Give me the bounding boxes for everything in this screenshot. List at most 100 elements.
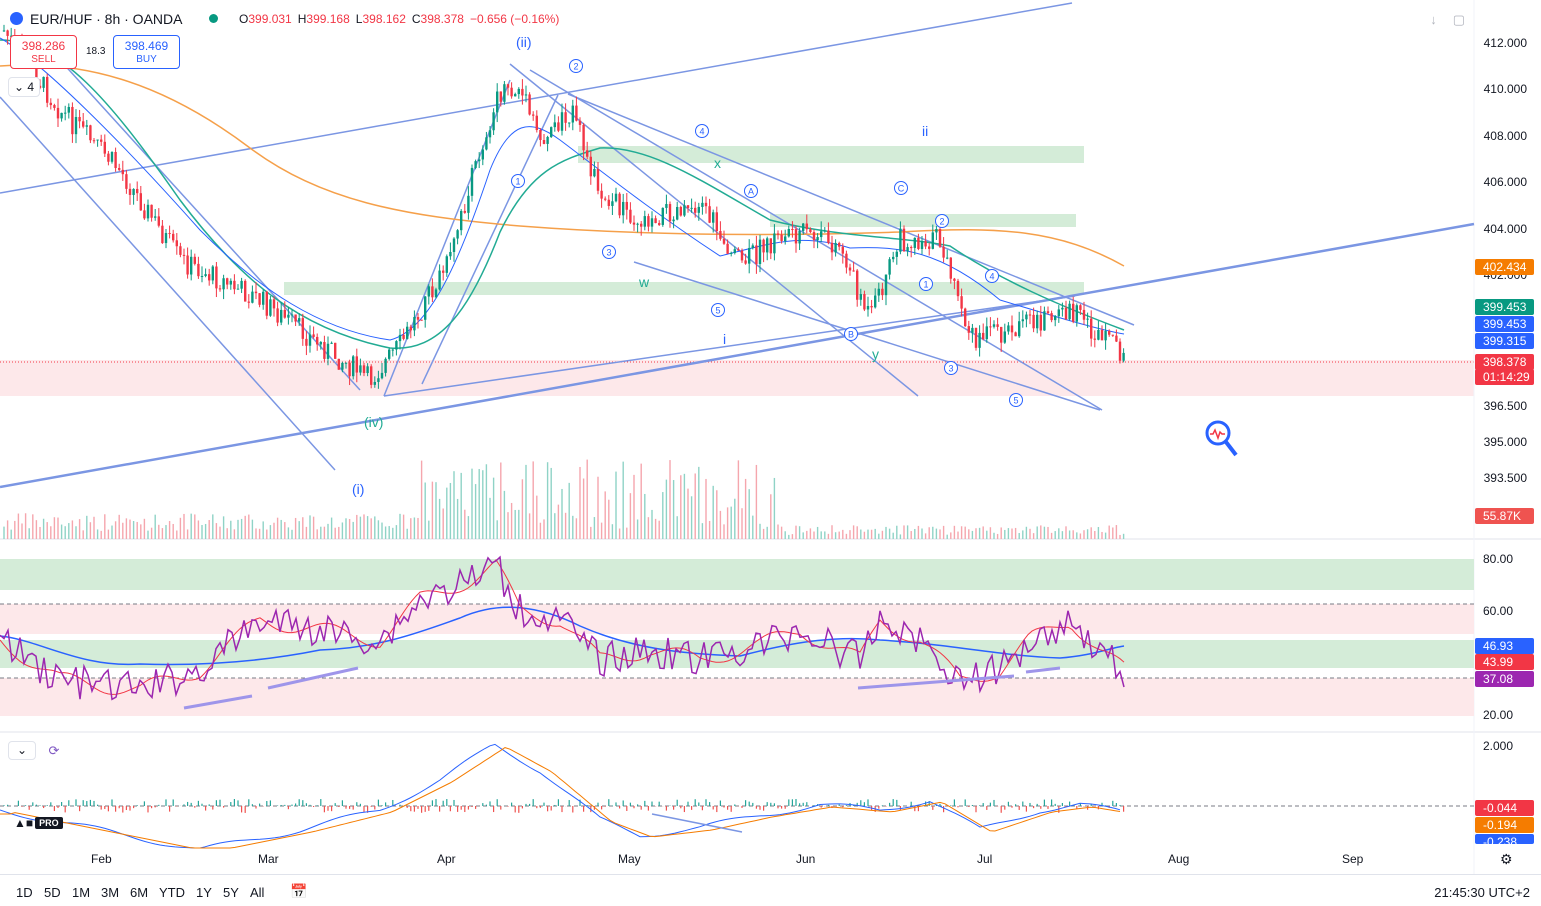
candle-body — [334, 342, 337, 359]
macd-histogram-bar — [284, 804, 286, 806]
macd-histogram-bar — [1047, 806, 1049, 809]
calendar-goto-icon[interactable]: 📅 — [290, 883, 308, 899]
volume-bar — [640, 463, 642, 539]
volume-bar — [478, 469, 480, 539]
volume-bar — [78, 519, 81, 539]
circled-wave-label: 1 — [919, 277, 933, 291]
volume-bar — [968, 529, 970, 539]
volume-bar — [1115, 525, 1118, 539]
candle-body — [218, 288, 222, 290]
volume-bar — [633, 474, 635, 539]
volume-bar — [798, 526, 801, 539]
candle-body — [139, 193, 142, 211]
volume-bar — [795, 525, 797, 539]
candle-body — [787, 228, 790, 237]
candle-body — [182, 254, 186, 256]
macd-histogram-bar — [75, 799, 77, 806]
volume-bar — [1072, 530, 1074, 539]
refresh-icon[interactable]: ⟳ — [48, 743, 60, 758]
volume-bar — [428, 520, 430, 539]
candle-body — [780, 234, 783, 241]
candle-body — [222, 278, 225, 290]
sell-button[interactable]: 398.286 SELL — [10, 35, 77, 69]
fullscreen-icon[interactable]: ▢ — [1452, 12, 1465, 27]
range-button[interactable]: 1Y — [196, 885, 212, 900]
indicators-collapse-button[interactable]: ⌄ 4 — [8, 77, 40, 97]
download-icon[interactable]: ↓ — [1430, 12, 1437, 27]
range-button[interactable]: 1D — [16, 885, 33, 900]
candle-body — [809, 229, 812, 233]
macd-histogram-bar — [525, 803, 527, 806]
candle-body — [870, 305, 873, 308]
macd-histogram-bar — [143, 801, 145, 806]
volume-bar — [276, 517, 279, 539]
candle-body — [625, 201, 628, 210]
macd-histogram-bar — [892, 799, 894, 806]
macd-histogram-bar — [93, 800, 95, 806]
buy-button[interactable]: 398.469 BUY — [113, 35, 180, 69]
range-button[interactable]: 6M — [130, 885, 149, 900]
circled-wave-label-text: 1 — [923, 280, 928, 290]
macd-histogram-bar — [485, 804, 487, 806]
macd-histogram-bar — [50, 802, 52, 806]
candle-body — [1054, 316, 1057, 321]
volume-bar — [1018, 533, 1020, 539]
time-label: Mar — [258, 852, 279, 866]
candle-body — [528, 94, 531, 115]
tradingview-logo[interactable]: ▲■ PRO — [14, 815, 63, 830]
volume-bar — [114, 521, 117, 539]
macd-histogram-bar — [608, 799, 610, 806]
volume-bar — [626, 527, 628, 539]
volume-bar — [982, 526, 984, 539]
magnifier-icon[interactable] — [1205, 420, 1238, 457]
macd-histogram-bar — [687, 801, 689, 806]
volume-bar — [1101, 531, 1103, 539]
volume-bar — [888, 528, 891, 539]
range-button[interactable]: YTD — [159, 885, 185, 900]
clock[interactable]: 21:45:30 UTC+2 — [1434, 885, 1530, 900]
macd-histogram-bar — [1079, 803, 1081, 806]
volume-bar — [21, 523, 23, 539]
volume-bar — [942, 525, 945, 539]
volume-bar — [118, 514, 120, 539]
volume-bar — [791, 534, 794, 539]
candle-body — [971, 327, 974, 333]
volume-bar — [946, 534, 948, 539]
volume-bar — [24, 513, 27, 539]
volume-bar — [1094, 530, 1096, 539]
open-value: 399.031 — [248, 12, 292, 26]
volume-bar — [654, 518, 657, 539]
candle-body — [838, 242, 841, 247]
symbol-title[interactable]: EUR/HUF · 8h · OANDA — [30, 11, 183, 27]
range-button[interactable]: All — [250, 885, 265, 900]
trendline — [421, 94, 559, 385]
macd-histogram-bar — [431, 800, 433, 806]
volume-bar — [190, 513, 192, 539]
settings-gear-icon[interactable]: ⚙ — [1500, 851, 1513, 867]
macd-histogram-bar — [651, 801, 653, 806]
trendlines — [0, 2, 1475, 489]
macd-histogram-bar — [107, 806, 109, 812]
range-button[interactable]: 5Y — [223, 885, 239, 900]
range-button[interactable]: 1M — [72, 885, 91, 900]
candle-body — [690, 207, 693, 209]
candle-body — [499, 91, 502, 102]
macd-histogram-bar — [521, 806, 523, 809]
rsi-line — [0, 555, 1125, 701]
volume-bar — [730, 506, 732, 539]
volume-bar — [996, 533, 999, 539]
macd-histogram-bar — [572, 806, 574, 813]
candle-body — [146, 204, 150, 219]
range-button[interactable]: 5D — [44, 885, 61, 900]
volume-bar — [986, 530, 988, 539]
volume-bar — [1108, 525, 1110, 539]
range-button[interactable]: 3M — [101, 885, 120, 900]
time-label: Sep — [1342, 852, 1364, 866]
macd-histogram-bar — [205, 806, 207, 811]
macd-histogram-bar — [435, 799, 437, 806]
symbol-icon[interactable] — [10, 12, 23, 25]
macd-collapse-button[interactable]: ⌄ — [8, 741, 36, 760]
volume-bar — [381, 522, 383, 539]
candle-body — [452, 238, 456, 252]
